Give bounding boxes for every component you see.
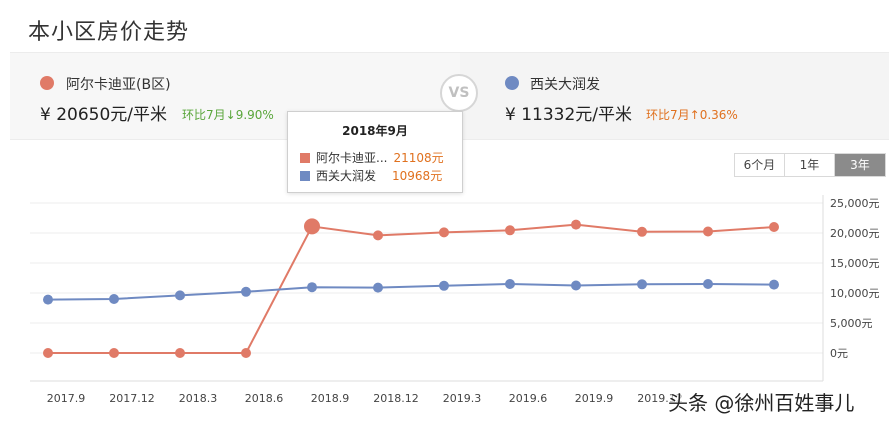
tooltip-name-right: 西关大润发 xyxy=(316,169,377,183)
series-line-1 xyxy=(47,282,775,301)
y-tick-label: 5,000元 xyxy=(830,317,873,330)
x-tick-labels: 2017.9 2017.12 2018.3 2018.6 2018.9 2018.12 20… xyxy=(47,392,683,405)
x-tick-label: 2018.9 xyxy=(311,392,350,405)
data-point xyxy=(43,348,53,358)
data-point xyxy=(175,348,185,358)
data-point xyxy=(373,230,383,241)
range-selector: 6个月 1年 3年 xyxy=(734,153,886,177)
data-point xyxy=(769,222,779,232)
data-point xyxy=(43,294,53,305)
y-tick-label: 0元 xyxy=(830,347,848,360)
data-point xyxy=(373,282,383,293)
tooltip-row-left: 阿尔卡迪亚... 21108元 xyxy=(300,149,444,166)
series-line-0 xyxy=(48,223,775,354)
y-tick-label: 25,000元 xyxy=(830,197,880,210)
series-dot-left xyxy=(40,76,54,90)
data-point xyxy=(571,280,581,291)
data-point xyxy=(571,219,581,230)
x-tick-label: 2019.6 xyxy=(509,392,548,405)
data-point xyxy=(637,226,647,237)
x-tick-label: 2018.6 xyxy=(245,392,284,405)
x-tick-label: 2019.12 xyxy=(637,392,683,405)
x-tick-label: 2019.3 xyxy=(443,392,482,405)
x-tick-label: 2019.9 xyxy=(575,392,614,405)
x-tick-label: 2018.3 xyxy=(179,392,218,405)
data-point xyxy=(241,348,251,358)
series-lines xyxy=(47,223,775,354)
change-right: 环比7月↑0.36% xyxy=(646,108,738,122)
data-point xyxy=(505,279,515,289)
community-name-left: 阿尔卡迪亚(B区) xyxy=(66,77,171,93)
x-tick-label: 2017.9 xyxy=(47,392,86,405)
price-right: ¥ 11332元/平米 xyxy=(505,105,633,125)
tooltip-name-left: 阿尔卡迪亚... xyxy=(316,151,388,165)
data-point xyxy=(703,226,713,237)
y-tick-labels: 25,000元 20,000元 15,000元 10,000元 5,000元 0元 xyxy=(830,197,880,360)
range-6-months-button[interactable]: 6个月 xyxy=(735,154,785,176)
y-tick-label: 15,000元 xyxy=(830,257,880,270)
tooltip-swatch-right xyxy=(300,171,310,181)
data-point xyxy=(109,294,119,304)
data-point xyxy=(439,280,449,291)
data-point xyxy=(241,286,251,297)
series-points xyxy=(43,218,779,358)
data-point xyxy=(304,218,320,235)
tooltip-title: 2018年9月 xyxy=(342,124,408,138)
data-point xyxy=(175,290,185,301)
tooltip-row-right: 西关大润发 10968元 xyxy=(300,167,442,184)
tooltip-value-right: 10968元 xyxy=(392,169,443,183)
watermark: 头条 @徐州百姓事儿 xyxy=(668,391,855,415)
x-tick-label: 2018.12 xyxy=(373,392,419,405)
data-point xyxy=(637,279,647,290)
compare-left: 阿尔卡迪亚(B区) ¥ 20650元/平米 环比7月↓9.90% xyxy=(10,53,458,139)
compare-right: 西关大润发 ¥ 11332元/平米 环比7月↑0.36% xyxy=(460,53,889,139)
tooltip-swatch-left xyxy=(300,153,310,163)
data-point xyxy=(307,282,317,293)
tooltip-value-left: 21108元 xyxy=(393,151,444,165)
y-tick-label: 20,000元 xyxy=(830,227,880,240)
data-point xyxy=(505,225,515,236)
community-name-right: 西关大润发 xyxy=(530,77,600,93)
price-left: ¥ 20650元/平米 xyxy=(40,105,168,125)
series-dot-right xyxy=(505,76,519,90)
chart-tooltip: 2018年9月 阿尔卡迪亚... 21108元 西关大润发 10968元 xyxy=(287,111,463,193)
page-title: 本小区房价走势 xyxy=(28,20,190,45)
change-left: 环比7月↓9.90% xyxy=(182,108,274,122)
data-point xyxy=(439,227,449,238)
data-point xyxy=(703,279,713,289)
grid-lines xyxy=(30,195,824,382)
range-3-years-button[interactable]: 3年 xyxy=(835,154,885,176)
data-point xyxy=(769,279,779,290)
x-tick-label: 2017.12 xyxy=(109,392,155,405)
y-tick-label: 10,000元 xyxy=(830,287,880,300)
range-1-year-button[interactable]: 1年 xyxy=(785,154,835,176)
data-point xyxy=(109,348,119,358)
vs-badge: VS xyxy=(440,74,478,112)
